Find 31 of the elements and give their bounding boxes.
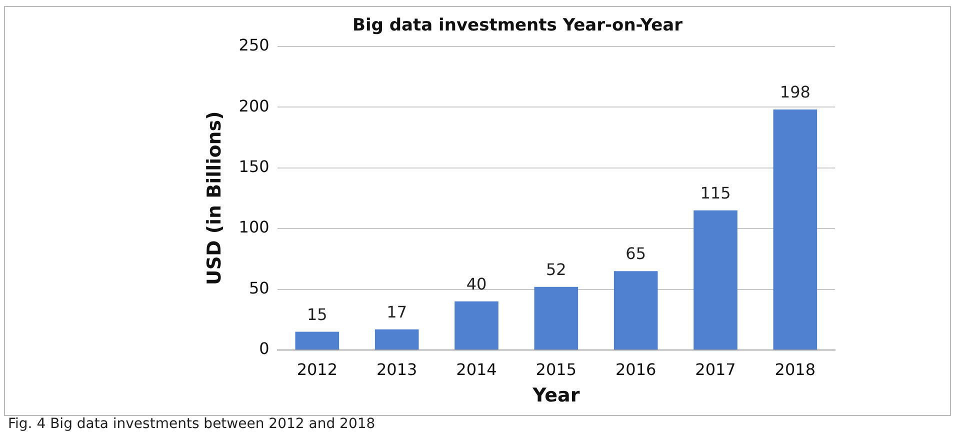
chart-title: Big data investments Year-on-Year	[352, 16, 684, 36]
data-label: 52	[546, 260, 566, 280]
bar	[295, 332, 340, 350]
x-tick-label: 2013	[376, 360, 418, 379]
y-tick-label: 200	[238, 96, 270, 116]
x-tick-label: 2014	[456, 360, 497, 379]
x-tick-label: 2017	[695, 360, 736, 379]
y-tick-label: 150	[238, 156, 270, 176]
y-axis-title: USD (in Billions)	[203, 111, 226, 286]
x-tick-label: 2015	[536, 360, 577, 379]
data-label: 15	[306, 304, 328, 324]
data-label: 65	[626, 244, 646, 264]
data-label: 17	[386, 302, 408, 322]
x-tick-label: 2018	[774, 360, 816, 379]
y-tick-label: 0	[259, 339, 270, 358]
bar	[773, 110, 818, 350]
x-tick-label: 2016	[615, 360, 656, 379]
y-tick-label: 250	[238, 36, 270, 55]
y-tick-label: 100	[238, 218, 270, 237]
y-tick-label: 50	[248, 278, 270, 298]
caption: Fig. 4 Big data investments between 2012 and 2018	[8, 416, 376, 432]
bar	[614, 271, 658, 350]
data-label: 115	[700, 184, 731, 202]
bar	[694, 210, 738, 350]
data-label: 198	[780, 82, 810, 102]
bar	[454, 301, 498, 350]
bar	[534, 286, 578, 350]
x-tick-label: 2012	[296, 360, 338, 379]
data-label: 40	[466, 274, 487, 294]
x-axis-title: Year	[532, 384, 580, 407]
bar	[374, 329, 419, 350]
